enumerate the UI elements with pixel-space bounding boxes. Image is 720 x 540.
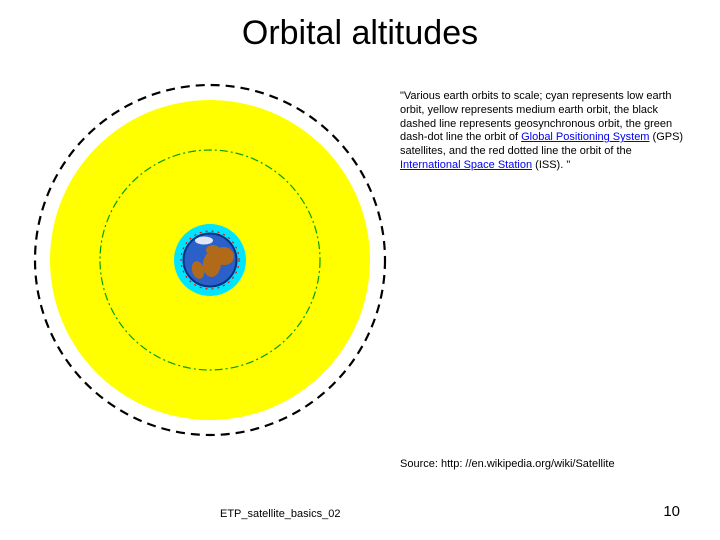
source-line: Source: http: //en.wikipedia.org/wiki/Sa…	[400, 458, 615, 470]
footer-code: ETP_satellite_basics_02	[220, 508, 340, 520]
page-number: 10	[663, 503, 680, 520]
caption-text: "Various earth orbits to scale; cyan rep…	[400, 90, 690, 173]
gps-link[interactable]: Global Positioning System	[521, 131, 649, 143]
orbit-diagram	[30, 80, 390, 440]
caption-post: (ISS). "	[532, 159, 570, 171]
iss-link[interactable]: International Space Station	[400, 159, 532, 171]
slide-title: Orbital altitudes	[0, 14, 720, 53]
